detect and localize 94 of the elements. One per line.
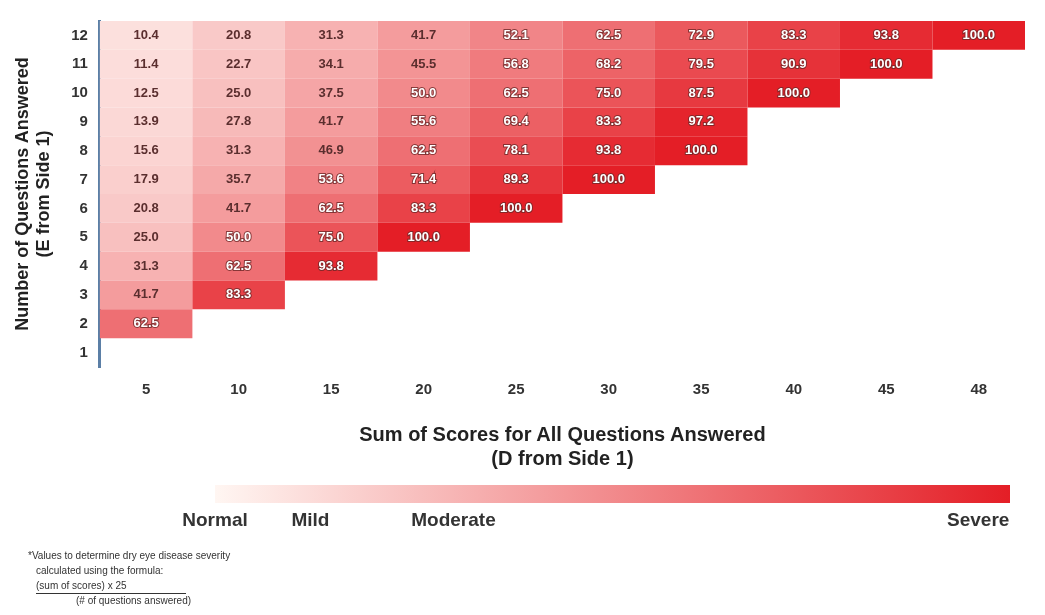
color-bar-label: Mild — [291, 509, 330, 531]
data-label: 75.0 — [318, 228, 344, 244]
y-tick-label: 6 — [79, 198, 88, 216]
data-label: 25.0 — [226, 84, 252, 100]
x-tick-label: 25 — [507, 380, 525, 398]
y-axis-title: Number of Questions Answered (E from Side 1) — [11, 57, 54, 331]
data-label: 31.3 — [133, 257, 159, 273]
data-label: 46.9 — [318, 142, 344, 158]
data-label: 97.2 — [688, 113, 714, 129]
data-label: 41.7 — [411, 26, 437, 42]
data-label: 89.3 — [503, 171, 529, 187]
x-tick-label: 45 — [877, 380, 895, 398]
y-tick-label: 5 — [79, 227, 88, 245]
data-label: 62.5 — [596, 26, 622, 42]
y-tick-label: 2 — [79, 313, 88, 331]
data-label: 90.9 — [781, 55, 807, 71]
data-label: 83.3 — [226, 286, 252, 302]
data-label: 83.3 — [411, 199, 437, 215]
data-label: 78.1 — [503, 142, 529, 158]
data-label: 11.4 — [133, 55, 160, 71]
x-tick-label: 30 — [600, 380, 618, 398]
data-label: 62.5 — [318, 199, 344, 215]
y-tick-label: 12 — [71, 25, 88, 43]
data-label: 100.0 — [684, 142, 718, 158]
data-label: 50.0 — [226, 228, 252, 244]
data-label: 69.4 — [503, 113, 530, 129]
x-axis-title: Sum of Scores for All Questions Answered (D from Side 1) — [359, 422, 766, 469]
data-label: 71.4 — [411, 171, 438, 187]
data-label: 83.3 — [781, 26, 807, 42]
data-label: 31.3 — [226, 142, 252, 158]
data-label: 27.8 — [226, 113, 252, 129]
color-bar-label: Moderate — [411, 509, 496, 531]
x-tick-label: 15 — [322, 380, 340, 398]
data-label: 62.5 — [226, 257, 252, 273]
data-label: 100.0 — [777, 84, 810, 100]
data-label: 72.9 — [688, 26, 714, 42]
data-label: 83.3 — [596, 113, 622, 129]
data-label: 31.3 — [318, 26, 344, 42]
data-label: 79.5 — [688, 55, 714, 71]
data-label: 41.7 — [133, 286, 159, 302]
data-label: 10.4 — [133, 26, 160, 42]
data-label: 68.2 — [596, 55, 622, 71]
data-label: 55.6 — [411, 113, 437, 129]
data-label: 100.0 — [962, 26, 996, 42]
data-label: 100.0 — [499, 199, 533, 215]
text: *Values to determine dry eye disease severity — [28, 549, 231, 561]
x-tick-label: 20 — [415, 380, 433, 398]
y-tick-label: 7 — [79, 169, 88, 187]
data-label: 53.6 — [318, 171, 344, 187]
x-tick-label: 35 — [692, 380, 710, 398]
y-tick-label: 3 — [79, 285, 88, 303]
data-label: 37.5 — [318, 84, 344, 100]
color-bar-label: Severe — [947, 509, 1010, 531]
data-label: 15.6 — [133, 142, 159, 158]
data-label: 100.0 — [869, 55, 903, 71]
data-label: 75.0 — [596, 84, 622, 100]
data-label: 41.7 — [226, 199, 252, 215]
y-tick-label: 8 — [79, 140, 88, 158]
data-label: 52.1 — [503, 26, 529, 42]
data-label: 22.7 — [226, 55, 252, 71]
data-label: 35.7 — [226, 171, 252, 187]
data-label: 62.5 — [411, 142, 437, 158]
data-label: 41.7 — [318, 113, 344, 129]
text: calculated using the formula: — [36, 564, 164, 576]
text: (# of questions answered) — [76, 594, 192, 606]
text: (sum of scores) x 25 — [36, 579, 128, 591]
data-label: 62.5 — [133, 315, 159, 331]
x-tick-label: 48 — [970, 380, 988, 398]
y-tick-label: 10 — [71, 83, 88, 101]
data-label: 100.0 — [407, 228, 440, 244]
data-label: 93.8 — [873, 26, 899, 42]
color-bar-label: Normal — [182, 509, 248, 531]
y-tick-label: 9 — [79, 112, 88, 130]
data-label: 20.8 — [133, 199, 159, 215]
x-tick-label: 10 — [230, 380, 247, 398]
data-label: 50.0 — [411, 84, 437, 100]
data-label: 93.8 — [318, 257, 344, 273]
x-tick-label: 40 — [785, 380, 803, 398]
data-label: 12.5 — [133, 84, 159, 100]
data-label: 45.5 — [411, 55, 437, 71]
data-label: 34.1 — [318, 55, 344, 71]
data-label: 56.8 — [503, 55, 529, 71]
data-label: 62.5 — [503, 84, 529, 100]
data-label: 20.8 — [226, 26, 252, 42]
data-label: 13.9 — [133, 113, 159, 129]
y-tick-label: 11 — [72, 54, 88, 72]
y-tick-label: 4 — [79, 256, 89, 274]
data-label: 93.8 — [596, 142, 622, 158]
data-label: 100.0 — [592, 171, 625, 187]
x-tick-label: 5 — [141, 380, 151, 398]
data-label: 87.5 — [688, 84, 714, 100]
y-tick-label: 1 — [79, 342, 88, 360]
data-label: 25.0 — [133, 228, 159, 244]
data-label: 17.9 — [133, 171, 159, 187]
